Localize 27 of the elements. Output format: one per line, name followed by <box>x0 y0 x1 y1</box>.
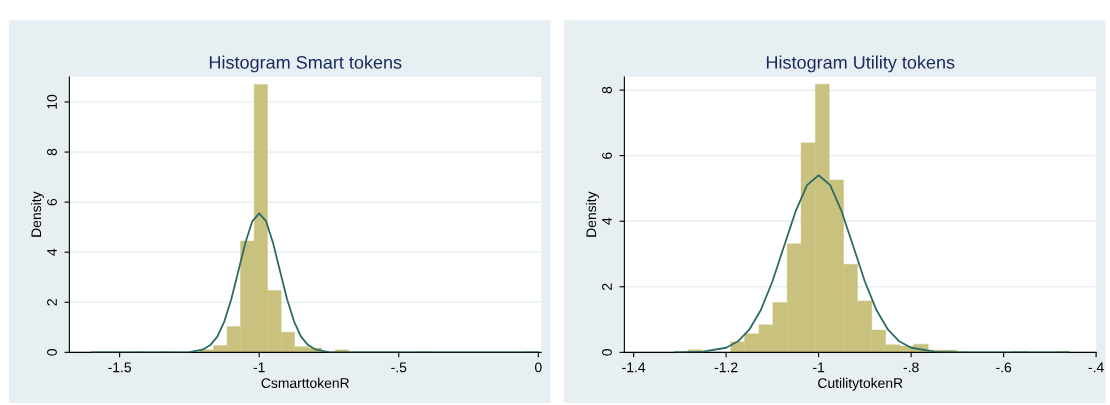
y-tick-label: 4 <box>602 217 612 225</box>
x-tick-label: -1.5 <box>108 362 132 373</box>
y-tick-label: 6 <box>47 198 57 206</box>
x-axis-title: CutilitytokenR <box>818 377 903 391</box>
x-tick-label: -.8 <box>903 362 919 373</box>
y-tick-label: 2 <box>47 299 57 306</box>
x-tick-label: -1 <box>253 362 265 373</box>
y-tick-label: 0 <box>602 349 612 356</box>
x-tick-label: -1.4 <box>622 362 646 373</box>
y-tick-label: 0 <box>47 349 57 356</box>
x-tick-label: -.4 <box>1088 362 1104 373</box>
x-axis-title: CsmarttokenR <box>261 377 349 388</box>
y-tick-label: 6 <box>602 152 612 159</box>
y-tick-label: 10 <box>47 94 57 109</box>
chart-title: Histogram Utility tokens <box>766 55 955 73</box>
y-axis-title: Density <box>585 191 599 237</box>
y-tick-label: 4 <box>47 248 57 256</box>
x-tick-label: 0 <box>535 362 542 373</box>
x-tick-label: -.5 <box>391 362 407 373</box>
y-tick-label: 2 <box>602 283 612 290</box>
chart-title: Histogram Smart tokens <box>209 55 402 73</box>
x-tick-label: -.6 <box>996 362 1012 373</box>
x-tick-label: -1 <box>813 362 825 373</box>
y-tick-label: 8 <box>602 86 612 94</box>
y-tick-label: 8 <box>47 148 57 156</box>
y-axis-title: Density <box>30 191 44 237</box>
x-tick-label: -1.2 <box>714 362 738 373</box>
